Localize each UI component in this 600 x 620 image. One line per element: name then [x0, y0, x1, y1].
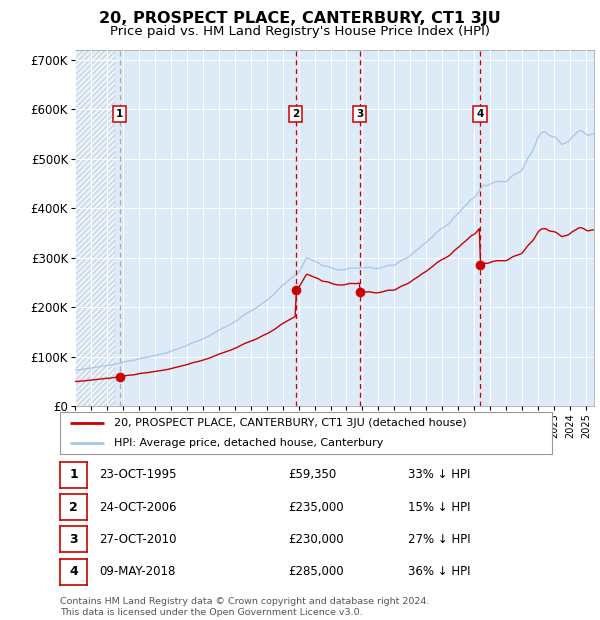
Text: HPI: Average price, detached house, Canterbury: HPI: Average price, detached house, Cant… — [114, 438, 383, 448]
Text: 23-OCT-1995: 23-OCT-1995 — [99, 469, 176, 481]
Text: 1: 1 — [69, 469, 78, 481]
Text: 2: 2 — [292, 109, 299, 119]
Text: 4: 4 — [476, 109, 484, 119]
Text: 36% ↓ HPI: 36% ↓ HPI — [408, 565, 470, 578]
FancyBboxPatch shape — [60, 412, 552, 454]
Text: 24-OCT-2006: 24-OCT-2006 — [99, 501, 176, 513]
Text: 1: 1 — [116, 109, 124, 119]
Text: 27% ↓ HPI: 27% ↓ HPI — [408, 533, 470, 546]
Text: £285,000: £285,000 — [288, 565, 344, 578]
Text: 4: 4 — [69, 565, 78, 578]
Text: Contains HM Land Registry data © Crown copyright and database right 2024.
This d: Contains HM Land Registry data © Crown c… — [60, 598, 430, 617]
Text: Price paid vs. HM Land Registry's House Price Index (HPI): Price paid vs. HM Land Registry's House … — [110, 25, 490, 38]
Text: £235,000: £235,000 — [288, 501, 344, 513]
Text: 20, PROSPECT PLACE, CANTERBURY, CT1 3JU: 20, PROSPECT PLACE, CANTERBURY, CT1 3JU — [99, 11, 501, 26]
Text: 27-OCT-2010: 27-OCT-2010 — [99, 533, 176, 546]
Text: 3: 3 — [69, 533, 78, 546]
Bar — [75, 50, 115, 406]
Text: 33% ↓ HPI: 33% ↓ HPI — [408, 469, 470, 481]
Text: 15% ↓ HPI: 15% ↓ HPI — [408, 501, 470, 513]
Text: 3: 3 — [356, 109, 363, 119]
Text: £230,000: £230,000 — [288, 533, 344, 546]
Text: 09-MAY-2018: 09-MAY-2018 — [99, 565, 175, 578]
Text: 2: 2 — [69, 501, 78, 513]
Text: 20, PROSPECT PLACE, CANTERBURY, CT1 3JU (detached house): 20, PROSPECT PLACE, CANTERBURY, CT1 3JU … — [114, 418, 467, 428]
Text: £59,350: £59,350 — [288, 469, 336, 481]
